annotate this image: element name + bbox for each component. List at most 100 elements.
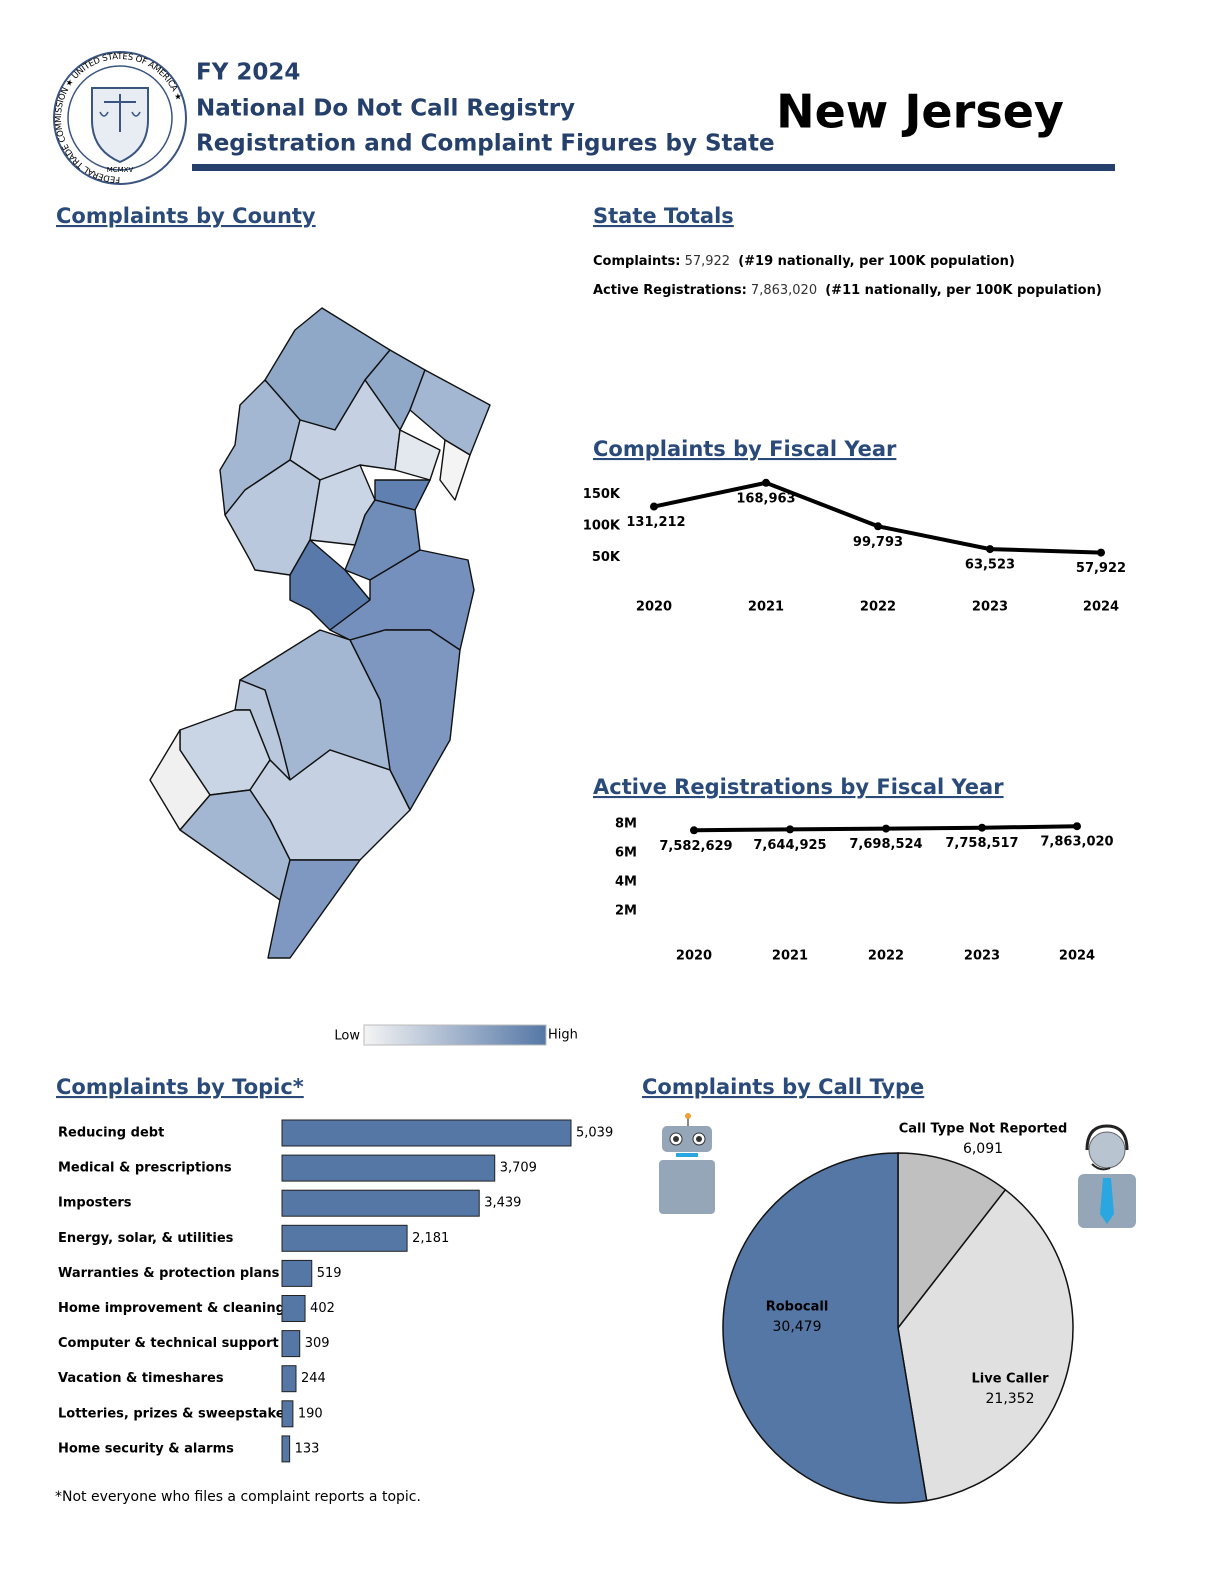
header-line: Registration and Complaint Figures by St…: [196, 131, 775, 157]
value-label: 519: [317, 1266, 342, 1281]
seal-year: MCMXV: [107, 166, 134, 174]
footnote: *Not everyone who files a complaint repo…: [55, 1489, 421, 1505]
x-tick-label: 2023: [964, 949, 1000, 964]
value-label: 2,181: [412, 1231, 449, 1246]
bar: [281, 1435, 291, 1463]
value-label: 133: [295, 1441, 320, 1456]
value-label: 5,039: [576, 1126, 613, 1141]
slice-label: Live Caller: [971, 1372, 1049, 1387]
bar: [281, 1154, 496, 1182]
value-label: 3,439: [484, 1196, 521, 1211]
point: [978, 823, 986, 832]
category-label: Energy, solar, & utilities: [58, 1231, 234, 1246]
fiscal-year: FY 2024: [196, 60, 300, 86]
x-tick-label: 2024: [1083, 600, 1119, 615]
value-label: 190: [298, 1406, 323, 1421]
y-tick-label: 4M: [615, 875, 637, 890]
x-tick-label: 2020: [676, 949, 712, 964]
point: [874, 522, 882, 531]
category-label: Imposters: [58, 1196, 132, 1211]
value-label: 99,793: [853, 535, 903, 550]
slice-label: Call Type Not Reported: [899, 1122, 1068, 1137]
color-scale: [363, 1024, 547, 1046]
legend-high: High: [548, 1028, 578, 1043]
value: 7,863,020: [751, 283, 817, 298]
y-tick-label: 6M: [615, 846, 637, 861]
value-label: 57,922: [1076, 561, 1126, 576]
section-title: State Totals: [593, 204, 734, 228]
category-label: Lotteries, prizes & sweepstakes: [58, 1406, 293, 1421]
section-title: Complaints by Call Type: [642, 1075, 924, 1099]
value-label: 7,698,524: [849, 837, 922, 852]
label: Complaints:: [593, 254, 680, 269]
county: [439, 439, 471, 501]
pie-slice: [897, 1188, 1074, 1502]
rank: (#19 nationally, per 100K population): [738, 254, 1015, 269]
value-label: 3,709: [500, 1161, 537, 1176]
point: [650, 502, 658, 511]
bar: [281, 1189, 480, 1217]
point: [882, 824, 890, 833]
value-label: 131,212: [626, 515, 685, 530]
bar: [281, 1119, 572, 1147]
category-label: Warranties & protection plans: [58, 1266, 280, 1281]
slice-value: 30,479: [773, 1319, 822, 1335]
x-tick-label: 2022: [868, 949, 904, 964]
rank: (#11 nationally, per 100K population): [825, 283, 1102, 298]
legend-low: Low: [334, 1029, 360, 1044]
category-label: Home improvement & cleaning: [58, 1301, 285, 1316]
x-tick-label: 2021: [748, 600, 784, 615]
county: [267, 859, 361, 959]
value-label: 7,863,020: [1040, 835, 1113, 850]
point: [1073, 822, 1081, 831]
value-label: 63,523: [965, 558, 1015, 573]
category-label: Computer & technical support: [58, 1336, 279, 1351]
y-tick-label: 100K: [583, 519, 621, 534]
header-rule: [192, 164, 1115, 171]
slice-value: 21,352: [986, 1391, 1035, 1407]
x-tick-label: 2024: [1059, 949, 1095, 964]
value-label: 7,582,629: [659, 839, 732, 854]
value-label: 244: [301, 1371, 326, 1386]
pie-slice: [897, 1152, 1007, 1331]
point: [986, 545, 994, 554]
seal: FEDERAL TRADE COMMISSION ★ UNITED STATES…: [53, 51, 187, 185]
section-title: Complaints by Topic*: [56, 1075, 304, 1099]
bar: [281, 1330, 301, 1358]
robot-icon: [659, 1113, 715, 1214]
x-tick-label: 2020: [636, 600, 672, 615]
slice-label: Robocall: [766, 1300, 829, 1315]
value-label: 309: [305, 1336, 330, 1351]
y-tick-label: 150K: [583, 487, 621, 502]
value: 57,922: [685, 254, 731, 269]
point: [690, 826, 698, 835]
bar: [281, 1400, 294, 1428]
section-title: Active Registrations by Fiscal Year: [593, 775, 1004, 799]
bar: [281, 1224, 408, 1252]
section-title: Complaints by Fiscal Year: [593, 437, 897, 461]
y-tick-label: 2M: [615, 904, 637, 919]
bar: [281, 1295, 306, 1322]
point: [1097, 548, 1105, 557]
value-label: 168,963: [736, 491, 795, 506]
category-label: Home security & alarms: [58, 1441, 234, 1456]
x-tick-label: 2022: [860, 600, 896, 615]
y-tick-label: 50K: [592, 550, 621, 565]
county-map: [149, 307, 491, 959]
point: [762, 478, 770, 487]
label: Active Registrations:: [593, 283, 747, 298]
x-tick-label: 2021: [772, 949, 808, 964]
category-label: Vacation & timeshares: [58, 1371, 224, 1386]
category-label: Medical & prescriptions: [58, 1161, 232, 1176]
y-tick-label: 8M: [615, 817, 637, 832]
section-title: Complaints by County: [56, 204, 316, 228]
bar: [281, 1365, 297, 1393]
value-label: 402: [310, 1301, 335, 1316]
header-line: National Do Not Call Registry: [196, 96, 575, 122]
county: [344, 499, 421, 581]
slice-value: 6,091: [963, 1141, 1003, 1157]
complaints-total: Complaints: 57,922 (#19 nationally, per …: [593, 254, 1015, 269]
caller-icon: [1078, 1124, 1136, 1228]
state-name: New Jersey: [776, 85, 1064, 139]
